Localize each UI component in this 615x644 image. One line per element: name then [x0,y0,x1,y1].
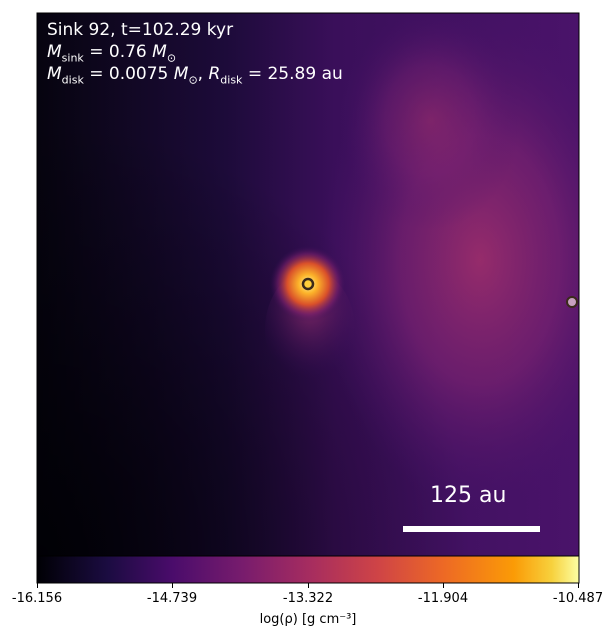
scale-bar-label: 125 au [430,483,507,508]
colorbar-tick-label: -13.322 [282,591,334,606]
density-image [37,13,579,556]
colorbar [36,555,580,584]
disk-radius-value: 25.89 [267,64,317,84]
colorbar-ticks [37,583,579,588]
colorbar-tick-label: -14.739 [146,591,198,606]
disk-mass-value: 0.0075 [108,64,169,84]
other-sink-marker [566,296,578,308]
scale-bar [403,526,540,532]
colorbar-axis-label: log(ρ) [g cm⁻³] [259,612,357,627]
colorbar-tick-label: -11.904 [417,591,469,606]
sink-92-marker [301,277,315,291]
sink-info-title: Sink 92, t=102.29 kyr [47,20,234,40]
disk-info-line: Mdisk = 0.0075 M⊙, Rdisk = 25.89 au [47,64,343,87]
sink-mass-value: 0.76 [108,42,147,62]
colorbar-tick-label: -16.156 [11,591,63,606]
disk-radius-unit: au [321,64,343,84]
colorbar-tick-label: -10.487 [552,591,604,606]
sink-mass-line: Msink = 0.76 M⊙ [47,42,177,65]
